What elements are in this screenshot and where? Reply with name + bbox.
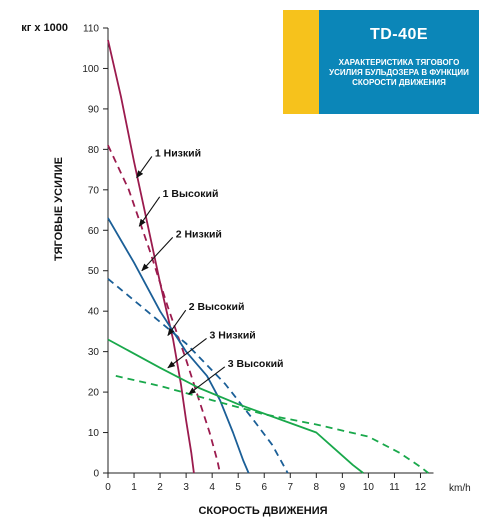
annotation-arrow <box>167 309 187 337</box>
x-unit-label: km/h <box>449 483 471 494</box>
y-tick-label: 30 <box>88 347 100 358</box>
x-tick-label: 8 <box>314 482 320 493</box>
y-tick-label: 70 <box>88 185 100 196</box>
chart-title: TD-40E <box>369 26 429 43</box>
badge-accent-stripe <box>283 10 319 114</box>
series-line-2 <box>107 144 221 474</box>
annotation-arrow <box>136 156 153 179</box>
annotation-arrow <box>167 338 207 369</box>
y-tick-label: 80 <box>88 145 100 156</box>
annotation-arrow <box>188 366 226 395</box>
y-tick-label: 110 <box>83 24 99 35</box>
x-tick-label: 1 <box>131 482 137 493</box>
x-tick-label: 9 <box>340 482 346 493</box>
y-tick-label: 100 <box>82 64 99 75</box>
y-tick-label: 50 <box>88 266 100 277</box>
series-annotation: 3 Высокий <box>228 358 284 370</box>
series-annotation: 3 Низкий <box>210 329 256 341</box>
series-line-5 <box>107 338 364 474</box>
series-line-6 <box>115 375 429 474</box>
x-tick-label: 4 <box>209 482 215 493</box>
series-line-3 <box>107 217 250 474</box>
series-annotation: 2 Низкий <box>176 228 222 240</box>
x-tick-label: 11 <box>389 482 400 493</box>
series-annotation: 2 Высокий <box>189 301 245 313</box>
x-tick-label: 5 <box>235 482 241 493</box>
x-tick-label: 2 <box>157 482 163 493</box>
x-tick-label: 3 <box>183 482 189 493</box>
y-tick-label: 0 <box>93 469 99 480</box>
x-axis-title: СКОРОСТЬ ДВИЖЕНИЯ <box>198 505 327 517</box>
series-line-4 <box>107 278 289 474</box>
series-annotation: 1 Высокий <box>163 188 219 200</box>
y-tick-label: 40 <box>88 307 100 318</box>
x-tick-label: 0 <box>105 482 111 493</box>
series-line-1 <box>107 39 195 474</box>
y-tick-label: 60 <box>88 226 100 237</box>
x-tick-label: 6 <box>261 482 267 493</box>
series-annotation: 1 Низкий <box>155 147 201 159</box>
x-tick-label: 7 <box>287 482 293 493</box>
y-tick-label: 20 <box>88 388 100 399</box>
annotation-arrow <box>141 236 174 272</box>
title-badge: TD-40E ХАРАКТЕРИСТИКА ТЯГОВОГО УСИЛИЯ БУ… <box>283 10 479 114</box>
chart-subtitle: ХАРАКТЕРИСТИКА ТЯГОВОГО УСИЛИЯ БУЛЬДОЗЕР… <box>329 58 469 87</box>
x-tick-label: 12 <box>415 482 427 493</box>
badge-panel: TD-40E ХАРАКТЕРИСТИКА ТЯГОВОГО УСИЛИЯ БУ… <box>319 10 479 114</box>
y-axis-title: ТЯГОВЫЕ УСИЛИЕ <box>53 157 65 261</box>
y-tick-label: 10 <box>88 428 100 439</box>
y-tick-label: 90 <box>88 104 100 115</box>
y-unit-label: кг x 1000 <box>21 22 68 34</box>
x-tick-label: 10 <box>363 482 375 493</box>
annotation-arrow <box>138 196 161 227</box>
